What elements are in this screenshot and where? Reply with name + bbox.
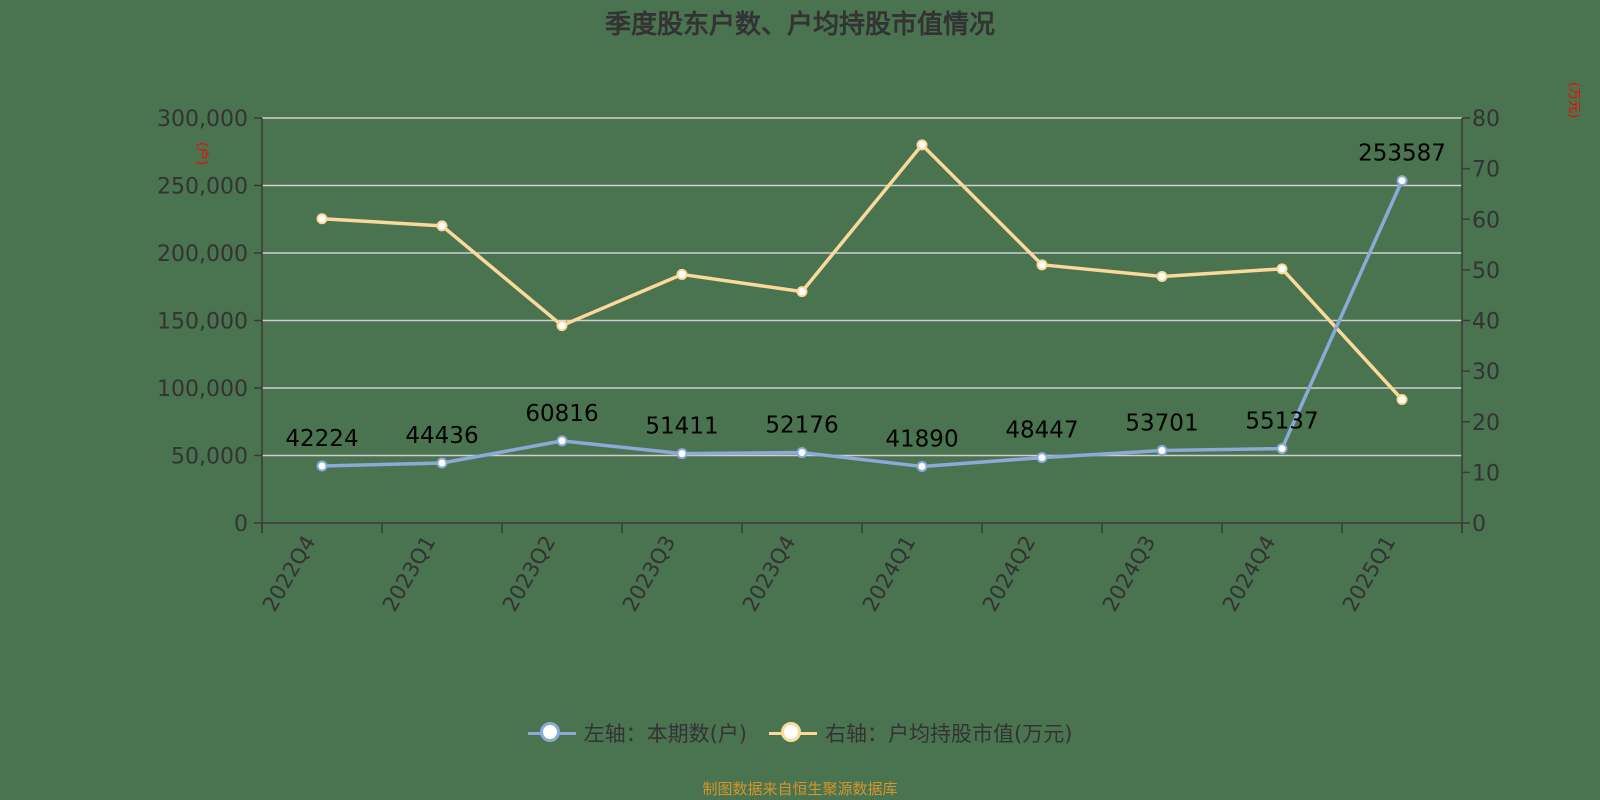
legend-item-left-axis[interactable]: 左轴：本期数(户): [527, 718, 747, 748]
svg-text:44436: 44436: [405, 423, 478, 449]
svg-text:60: 60: [1472, 208, 1500, 233]
svg-text:42224: 42224: [285, 426, 358, 452]
svg-text:2023Q3: 2023Q3: [618, 532, 680, 616]
svg-text:2025Q1: 2025Q1: [1338, 532, 1400, 616]
svg-text:2023Q4: 2023Q4: [738, 532, 800, 616]
series-shareholder-count: [316, 175, 1408, 472]
svg-text:2023Q1: 2023Q1: [378, 532, 440, 616]
legend-label: 左轴：本期数(户): [583, 722, 747, 746]
svg-text:253587: 253587: [1358, 141, 1446, 167]
legend-label: 右轴：户均持股市值(万元): [825, 722, 1073, 746]
svg-text:0: 0: [1472, 512, 1486, 537]
svg-text:40: 40: [1472, 310, 1500, 335]
svg-text:2022Q4: 2022Q4: [258, 532, 320, 616]
axes: [261, 118, 1463, 533]
svg-text:2024Q3: 2024Q3: [1098, 532, 1160, 616]
svg-text:(户): (户): [194, 142, 210, 165]
svg-text:150,000: 150,000: [157, 310, 248, 335]
svg-text:50,000: 50,000: [171, 445, 248, 470]
svg-text:50: 50: [1472, 259, 1500, 284]
legend-marker-icon: [769, 721, 817, 745]
svg-text:250,000: 250,000: [157, 175, 248, 200]
series-avg-holding-value: [316, 139, 1408, 405]
svg-text:41890: 41890: [885, 426, 958, 452]
svg-text:60816: 60816: [525, 401, 598, 427]
svg-text:(万元): (万元): [1566, 82, 1581, 118]
svg-text:55137: 55137: [1245, 409, 1318, 435]
svg-text:52176: 52176: [765, 413, 838, 439]
svg-text:300,000: 300,000: [157, 107, 248, 132]
svg-text:80: 80: [1472, 107, 1500, 132]
legend-marker-icon: [527, 721, 576, 745]
source-note: 制图数据来自恒生聚源数据库: [702, 780, 898, 798]
axis-units: (户) (万元): [194, 82, 1581, 165]
legend: 左轴：本期数(户) 右轴：户均持股市值(万元): [0, 718, 1600, 748]
data-labels: 42224 44436 60816 51411 52176 41890 48447 53701…: [285, 141, 1445, 453]
svg-text:70: 70: [1472, 158, 1500, 183]
gridlines: [262, 117, 1462, 457]
svg-text:100,000: 100,000: [157, 377, 248, 402]
svg-text:2024Q2: 2024Q2: [978, 532, 1040, 616]
svg-text:2024Q4: 2024Q4: [1218, 532, 1280, 616]
svg-text:48447: 48447: [1005, 418, 1078, 444]
svg-text:53701: 53701: [1125, 411, 1198, 437]
plot-area: 0 50,000 100,000 150,000 200,000 250,000 300,0…: [157, 82, 1581, 616]
legend-item-right-axis[interactable]: 右轴：户均持股市值(万元): [769, 718, 1072, 748]
svg-text:51411: 51411: [645, 414, 718, 440]
x-axis-ticks: 2022Q4 2023Q1 2023Q2 2023Q3 2023Q4 2024Q1 2024…: [258, 523, 1463, 616]
svg-text:0: 0: [234, 512, 248, 537]
chart-title: 季度股东户数、户均持股市值情况: [604, 10, 995, 40]
svg-text:2024Q1: 2024Q1: [858, 532, 920, 616]
svg-text:10: 10: [1472, 461, 1500, 486]
svg-text:30: 30: [1472, 360, 1500, 385]
left-axis-ticks: 0 50,000 100,000 150,000 200,000 250,000 300,0…: [157, 107, 262, 537]
svg-text:20: 20: [1472, 411, 1500, 436]
svg-text:200,000: 200,000: [157, 242, 248, 267]
svg-text:2023Q2: 2023Q2: [498, 532, 560, 616]
right-axis-ticks: 0 10 20 30 40 50 60 70 80: [1462, 107, 1500, 537]
